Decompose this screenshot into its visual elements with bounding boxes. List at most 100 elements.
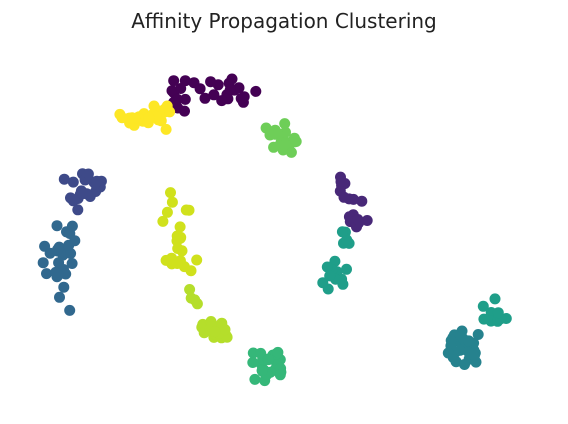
scatter-point	[175, 83, 187, 94]
cluster-3	[37, 220, 81, 316]
scatter-point	[321, 261, 333, 273]
scatter-point	[172, 93, 183, 105]
scatter-point	[329, 255, 341, 267]
scatter-point	[165, 187, 176, 199]
scatter-point	[247, 357, 259, 368]
scatter-point	[454, 344, 466, 356]
scatter-point	[50, 266, 62, 278]
scatter-point	[317, 277, 329, 289]
scatter-point	[336, 226, 348, 238]
scatter-point	[180, 204, 192, 216]
scatter-point	[445, 335, 457, 346]
scatter-point	[205, 76, 217, 88]
scatter-point	[179, 93, 191, 105]
scatter-point	[51, 220, 63, 232]
cluster-0	[166, 73, 262, 117]
scatter-point	[184, 284, 196, 295]
scatter-point	[116, 112, 128, 124]
scatter-point	[160, 123, 172, 135]
scatter-point	[472, 329, 484, 340]
scatter-point	[268, 141, 280, 153]
scatter-point	[477, 300, 489, 312]
chart-title: Affinity Propagation Clustering	[131, 9, 437, 33]
scatter-point	[37, 257, 49, 269]
scatter-point	[463, 335, 475, 347]
scatter-point	[256, 365, 268, 377]
scatter-point	[272, 346, 284, 358]
scatter-point	[459, 359, 470, 370]
scatter-point	[191, 254, 203, 266]
cluster-2	[58, 168, 107, 216]
scatter-point	[161, 206, 173, 218]
scatter-point	[179, 105, 190, 117]
scatter-point	[171, 258, 183, 269]
scatter-point	[489, 293, 501, 305]
scatter-point	[356, 195, 368, 207]
scatter-point	[166, 85, 178, 97]
scatter-point	[468, 350, 480, 362]
cluster-5	[317, 226, 512, 327]
scatter-point	[442, 347, 454, 359]
scatter-point	[199, 92, 211, 104]
scatter-point	[72, 204, 84, 216]
scatter-point	[324, 270, 336, 282]
scatter-point	[164, 106, 176, 118]
scatter-point	[274, 369, 286, 381]
points-layer	[37, 73, 512, 387]
scatter-point	[361, 215, 373, 226]
scatter-point	[168, 75, 180, 87]
scatter-point	[172, 243, 184, 254]
scatter-point	[209, 326, 221, 338]
cluster-7	[260, 118, 302, 158]
scatter-point	[450, 356, 462, 368]
scatter-point	[341, 263, 352, 275]
scatter-point	[58, 281, 70, 293]
scatter-point	[77, 188, 88, 200]
cluster-6	[247, 346, 287, 387]
scatter-point	[41, 268, 52, 280]
scatter-point	[208, 89, 220, 101]
scatter-point	[335, 176, 347, 188]
scatter-point	[39, 240, 51, 252]
scatter-point	[492, 307, 504, 319]
scatter-point	[66, 220, 78, 232]
scatter-point	[174, 221, 186, 233]
scatter-point	[160, 254, 172, 266]
scatter-point	[352, 214, 364, 225]
scatter-point	[290, 136, 302, 147]
scatter-point	[216, 95, 228, 107]
scatter-point	[272, 128, 284, 140]
scatter-point	[143, 112, 155, 124]
scatter-point	[67, 176, 79, 188]
scatter-point	[69, 235, 81, 247]
scatter-point	[279, 139, 291, 151]
scatter-point	[255, 347, 267, 359]
scatter-point	[64, 304, 76, 316]
cluster-9	[157, 187, 203, 277]
scatter-point	[58, 173, 70, 185]
scatter-point	[129, 113, 141, 124]
scatter-point	[279, 118, 291, 130]
scatter-point	[224, 84, 236, 95]
scatter-point	[189, 294, 201, 306]
scatter-point	[65, 248, 77, 259]
scatter-point	[285, 146, 297, 158]
scatter-point	[52, 244, 64, 255]
scatter-point	[250, 85, 262, 97]
cluster-4	[442, 325, 484, 370]
scatter-point	[478, 313, 490, 325]
cluster-8	[184, 284, 233, 344]
scatter-point	[54, 291, 65, 303]
scatter-point	[348, 193, 359, 205]
cluster-10	[114, 100, 176, 135]
scatter-point	[185, 265, 197, 277]
scatter-point	[341, 234, 353, 246]
scatter-point	[82, 168, 94, 180]
scatter-point	[263, 354, 274, 366]
scatter-point	[166, 196, 178, 208]
scatter-point	[194, 83, 206, 95]
scatter-point	[91, 175, 103, 187]
cluster-1	[334, 171, 373, 233]
